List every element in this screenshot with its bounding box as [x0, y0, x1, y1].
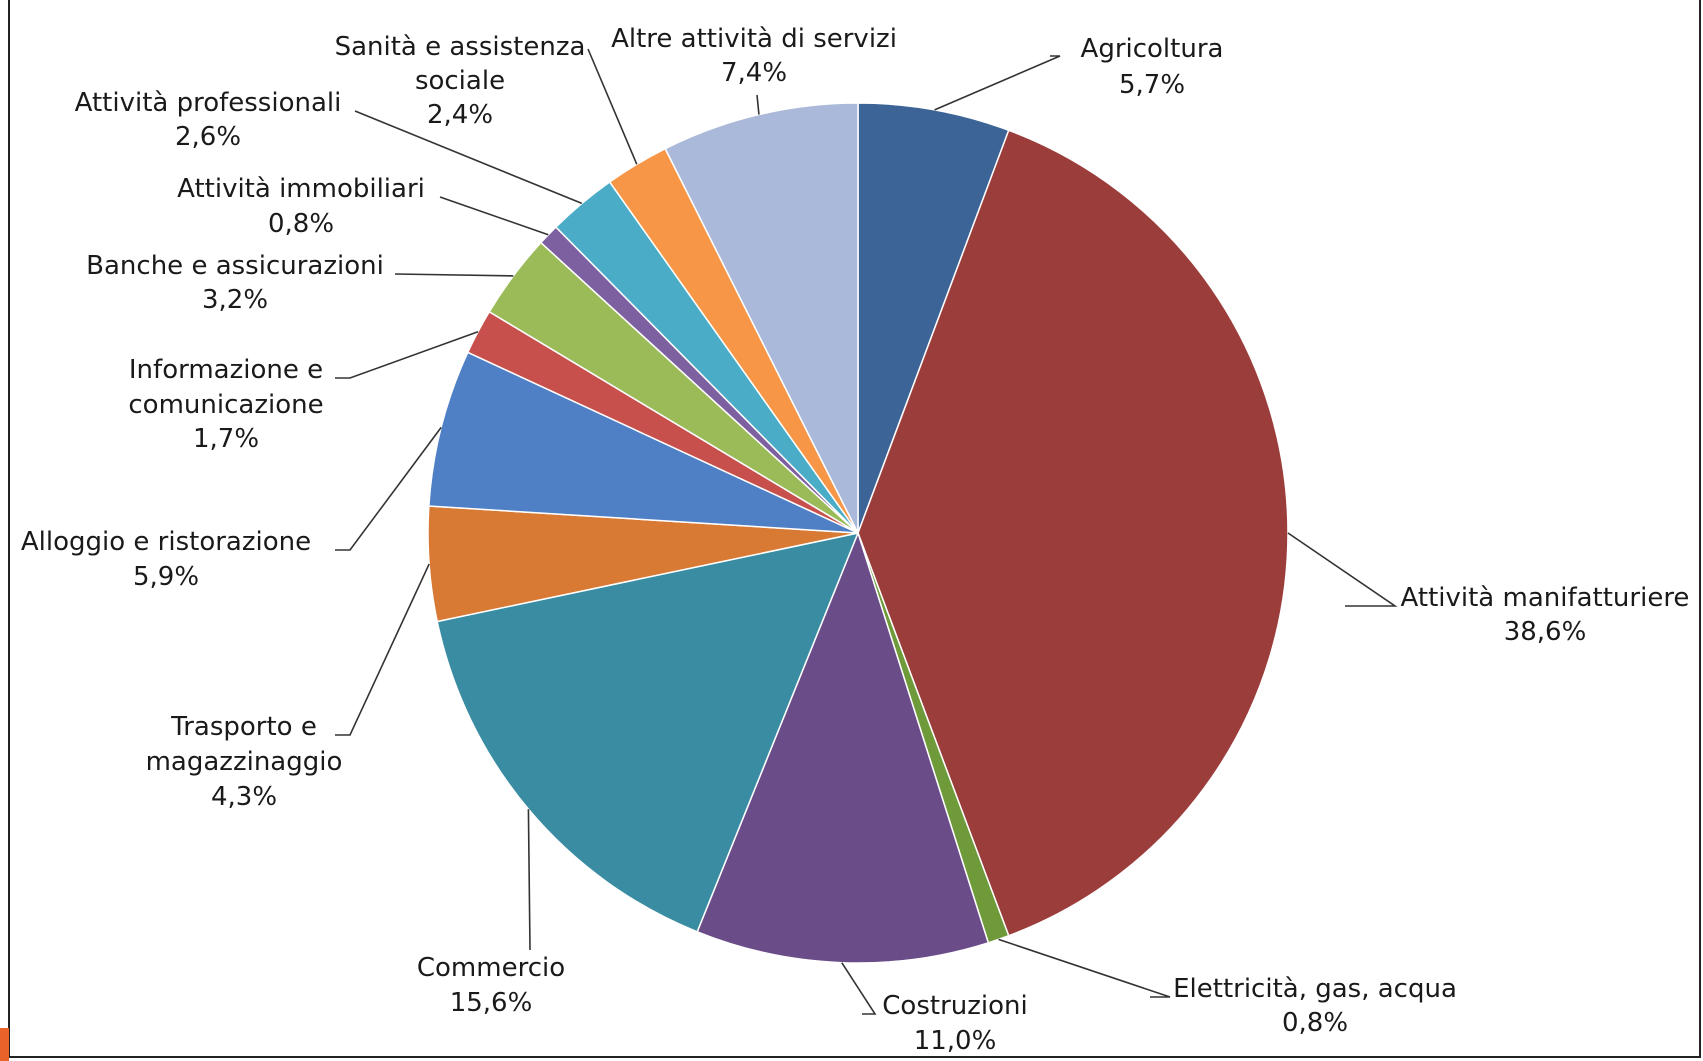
slice-label-9-value: 0,8% — [268, 209, 334, 239]
slice-label-4-value: 15,6% — [450, 988, 533, 1018]
corner-accent — [0, 1028, 9, 1061]
leader-line-1 — [1287, 532, 1398, 607]
leader-lines — [335, 48, 1398, 1015]
slice-label-8-value: 3,2% — [202, 285, 268, 315]
slice-label-10-value: 2,6% — [175, 122, 241, 152]
slice-label-12-value: 7,4% — [721, 58, 787, 88]
leader-line-7 — [335, 331, 479, 379]
leader-line-3 — [841, 962, 877, 1015]
label-line: Sanità e assistenza — [335, 32, 586, 62]
slice-label-1-name: Attività manifatturiere — [1401, 583, 1690, 613]
label-line: comunicazione — [128, 390, 323, 420]
leader-line-10 — [354, 110, 583, 205]
slice-label-5-value: 4,3% — [211, 782, 277, 812]
pie-slice-6 — [428, 351, 859, 534]
slice-label-11-name: Sanità e assistenza sociale — [335, 32, 586, 96]
slice-label-0-value: 5,7% — [1119, 70, 1185, 100]
slice-label-3-value: 11,0% — [914, 1026, 997, 1056]
pie-slice-1 — [857, 129, 1289, 937]
slice-label-6-value: 5,9% — [133, 562, 199, 592]
slice-label-2-value: 0,8% — [1282, 1008, 1348, 1038]
slice-label-10-name: Attività professionali — [75, 88, 342, 118]
pie-slice-4 — [436, 531, 860, 933]
pie-slice-3 — [696, 530, 990, 964]
leader-line-8 — [394, 273, 514, 277]
leader-line-11 — [587, 48, 638, 165]
label-line: sociale — [415, 66, 505, 96]
pie-slice-0 — [857, 102, 1010, 534]
slice-label-0-name: Agricoltura — [1081, 34, 1224, 64]
slice-label-3-name: Costruzioni — [882, 991, 1027, 1021]
slice-label-1-value: 38,6% — [1504, 617, 1587, 647]
label-line: magazzinaggio — [146, 747, 343, 777]
leader-line-9 — [439, 196, 549, 236]
label-line: Informazione e — [129, 355, 323, 385]
slice-label-6-name: Alloggio e ristorazione — [21, 527, 311, 557]
leader-line-4 — [527, 809, 531, 951]
leader-line-0 — [934, 55, 1061, 111]
label-line: Trasporto e — [170, 712, 317, 742]
slice-label-4-name: Commercio — [417, 953, 565, 983]
slice-label-11-value: 2,4% — [427, 100, 493, 130]
leader-line-12 — [756, 94, 760, 115]
leader-line-6 — [335, 426, 442, 551]
pie-slices — [427, 102, 1289, 964]
slice-label-8-name: Banche e assicurazioni — [86, 251, 384, 281]
slice-label-2-name: Elettricità, gas, acqua — [1173, 974, 1457, 1004]
slice-label-7-value: 1,7% — [193, 424, 259, 454]
slice-label-9-name: Attività immobiliari — [177, 174, 425, 204]
slice-label-12-name: Altre attività di servizi — [611, 24, 897, 54]
leader-line-5 — [335, 563, 430, 736]
slice-label-5-name: Trasporto e magazzinaggio — [146, 712, 343, 777]
slice-label-7-name: Informazione e comunicazione — [128, 355, 323, 420]
leader-line-2 — [998, 938, 1171, 998]
